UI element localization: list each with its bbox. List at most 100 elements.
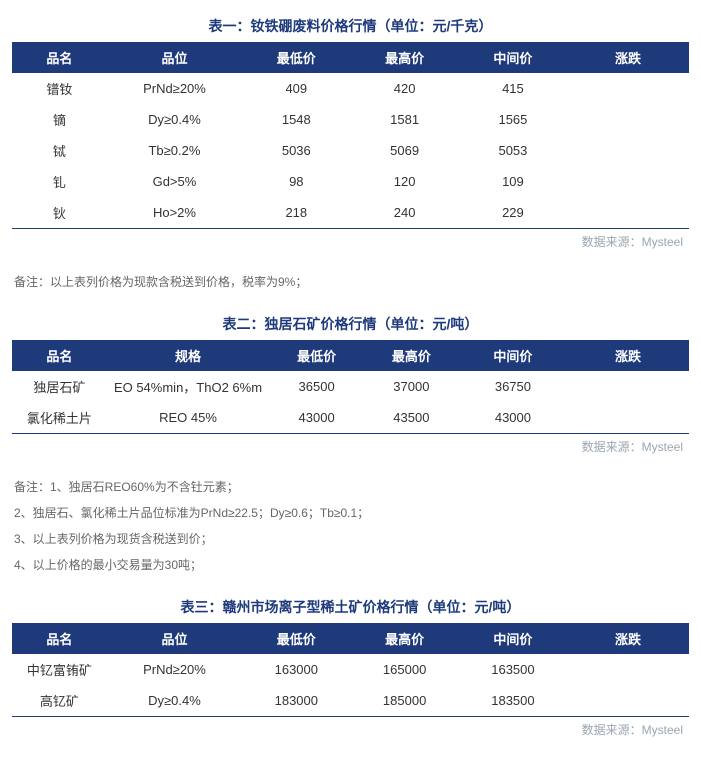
- table-cell: [567, 197, 689, 228]
- table-cell: 镝: [12, 104, 107, 135]
- table-cell: [567, 104, 689, 135]
- column-header: 涨跌: [567, 42, 689, 73]
- table-cell: 5053: [459, 135, 567, 166]
- table-cell: [567, 371, 689, 402]
- column-header: 中间价: [459, 42, 567, 73]
- column-header: 涨跌: [567, 623, 689, 654]
- column-header: 品名: [12, 623, 107, 654]
- source-label: 数据来源：: [582, 440, 642, 454]
- table-cell: Dy≥0.4%: [107, 685, 242, 716]
- table-row: 中钇富铕矿PrNd≥20%163000165000163500: [12, 654, 689, 685]
- table-cell: 43500: [364, 402, 459, 433]
- table-cell: 98: [242, 166, 350, 197]
- note-line: 备注：以上表列价格为现款含税送到价格，税率为9%；: [14, 270, 689, 294]
- table-row: 氯化稀土片REO 45%430004350043000: [12, 402, 689, 433]
- note-line: 3、以上表列价格为现货含税送到价；: [14, 527, 689, 551]
- tables-container: 表一：钕铁硼废料价格行情（单位：元/千克）品名品位最低价最高价中间价涨跌镨钕Pr…: [12, 10, 689, 740]
- table-notes: 备注：以上表列价格为现款含税送到价格，税率为9%；: [14, 270, 689, 294]
- column-header: 中间价: [459, 623, 567, 654]
- column-header: 中间价: [459, 340, 567, 371]
- table-cell: Gd>5%: [107, 166, 242, 197]
- table-cell: 415: [459, 73, 567, 104]
- column-header: 品位: [107, 623, 242, 654]
- table-cell: [567, 402, 689, 433]
- source-label: 数据来源：: [582, 235, 642, 249]
- price-table: 品名品位最低价最高价中间价涨跌镨钕PrNd≥20%409420415镝Dy≥0.…: [12, 42, 689, 228]
- table-cell: 37000: [364, 371, 459, 402]
- column-header: 最低价: [242, 42, 350, 73]
- table-cell: 240: [350, 197, 458, 228]
- table-cell: 高钇矿: [12, 685, 107, 716]
- price-table: 品名规格最低价最高价中间价涨跌独居石矿EO 54%min，ThO2 6%m365…: [12, 340, 689, 433]
- table-cell: Tb≥0.2%: [107, 135, 242, 166]
- table-cell: [567, 685, 689, 716]
- source-value: Mysteel: [642, 235, 683, 249]
- table-cell: 120: [350, 166, 458, 197]
- column-header: 规格: [107, 340, 269, 371]
- table-cell: 218: [242, 197, 350, 228]
- source-value: Mysteel: [642, 440, 683, 454]
- source-label: 数据来源：: [582, 723, 642, 737]
- table-title: 表一：钕铁硼废料价格行情（单位：元/千克）: [12, 10, 689, 42]
- table-cell: EO 54%min，ThO2 6%m: [107, 371, 269, 402]
- table-cell: 43000: [459, 402, 567, 433]
- note-line: 4、以上价格的最小交易量为30吨；: [14, 553, 689, 577]
- table-cell: 183500: [459, 685, 567, 716]
- table-cell: 185000: [350, 685, 458, 716]
- table-cell: 1581: [350, 104, 458, 135]
- table-cell: 钆: [12, 166, 107, 197]
- note-line: 备注：1、独居石REO60%为不含钍元素；: [14, 475, 689, 499]
- table-block-3: 表三：赣州市场离子型稀土矿价格行情（单位：元/吨）品名品位最低价最高价中间价涨跌…: [12, 591, 689, 740]
- table-cell: 镨钕: [12, 73, 107, 104]
- column-header: 最低价: [269, 340, 364, 371]
- table-cell: 43000: [269, 402, 364, 433]
- table-cell: REO 45%: [107, 402, 269, 433]
- table-cell: 5069: [350, 135, 458, 166]
- table-cell: 氯化稀土片: [12, 402, 107, 433]
- source-value: Mysteel: [642, 723, 683, 737]
- table-cell: 229: [459, 197, 567, 228]
- column-header: 最高价: [350, 623, 458, 654]
- table-cell: PrNd≥20%: [107, 654, 242, 685]
- table-cell: [567, 654, 689, 685]
- table-row: 钆Gd>5%98120109: [12, 166, 689, 197]
- table-cell: 409: [242, 73, 350, 104]
- table-cell: 铽: [12, 135, 107, 166]
- table-cell: [567, 166, 689, 197]
- table-cell: 36500: [269, 371, 364, 402]
- table-cell: 1565: [459, 104, 567, 135]
- column-header: 最高价: [350, 42, 458, 73]
- table-row: 高钇矿Dy≥0.4%183000185000183500: [12, 685, 689, 716]
- table-row: 镨钕PrNd≥20%409420415: [12, 73, 689, 104]
- table-cell: 36750: [459, 371, 567, 402]
- table-row: 独居石矿EO 54%min，ThO2 6%m365003700036750: [12, 371, 689, 402]
- table-cell: 109: [459, 166, 567, 197]
- table-notes: 备注：1、独居石REO60%为不含钍元素；2、独居石、氯化稀土片品位标准为PrN…: [14, 475, 689, 577]
- table-cell: [567, 135, 689, 166]
- column-header: 品位: [107, 42, 242, 73]
- table-title: 表二：独居石矿价格行情（单位：元/吨）: [12, 308, 689, 340]
- table-cell: 独居石矿: [12, 371, 107, 402]
- column-header: 最高价: [364, 340, 459, 371]
- table-cell: 钬: [12, 197, 107, 228]
- table-cell: 183000: [242, 685, 350, 716]
- column-header: 涨跌: [567, 340, 689, 371]
- table-title: 表三：赣州市场离子型稀土矿价格行情（单位：元/吨）: [12, 591, 689, 623]
- table-cell: [567, 73, 689, 104]
- table-cell: 165000: [350, 654, 458, 685]
- column-header: 最低价: [242, 623, 350, 654]
- data-source: 数据来源：Mysteel: [12, 228, 689, 252]
- table-cell: 1548: [242, 104, 350, 135]
- price-table: 品名品位最低价最高价中间价涨跌中钇富铕矿PrNd≥20%163000165000…: [12, 623, 689, 716]
- column-header: 品名: [12, 340, 107, 371]
- table-cell: 中钇富铕矿: [12, 654, 107, 685]
- table-row: 铽Tb≥0.2%503650695053: [12, 135, 689, 166]
- table-block-1: 表一：钕铁硼废料价格行情（单位：元/千克）品名品位最低价最高价中间价涨跌镨钕Pr…: [12, 10, 689, 252]
- table-row: 钬Ho>2%218240229: [12, 197, 689, 228]
- table-cell: Dy≥0.4%: [107, 104, 242, 135]
- table-cell: 163500: [459, 654, 567, 685]
- table-cell: 5036: [242, 135, 350, 166]
- table-cell: 163000: [242, 654, 350, 685]
- data-source: 数据来源：Mysteel: [12, 433, 689, 457]
- note-line: 2、独居石、氯化稀土片品位标准为PrNd≥22.5；Dy≥0.6；Tb≥0.1；: [14, 501, 689, 525]
